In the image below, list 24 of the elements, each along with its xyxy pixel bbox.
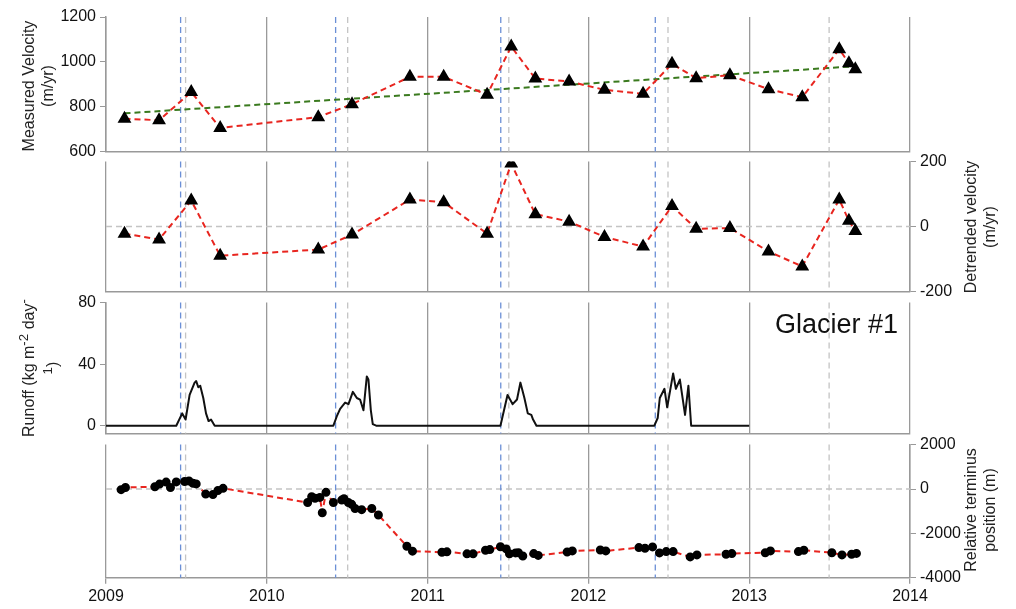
y2-tick-label: 0: [920, 479, 929, 497]
y-tick-label: 1200: [60, 7, 97, 25]
x-tick-label: 2009: [88, 586, 124, 604]
y2-tick-label: 2000: [920, 435, 956, 453]
y-tick-label: 800: [69, 97, 97, 115]
y2-axis-title: Detrended velocity (m/yr): [961, 159, 999, 295]
y-tick-label: 40: [78, 354, 97, 372]
y2-tick-label: 0: [920, 216, 929, 234]
x-tick-label: 2012: [570, 586, 607, 604]
y-tick-label: 0: [87, 416, 97, 434]
x-tick-label: 2013: [731, 586, 768, 604]
x-tick-label: 2011: [410, 586, 445, 604]
y2-tick-label: -4000: [920, 568, 962, 586]
y-tick-label: 80: [78, 293, 97, 311]
y-axis-title: Measured Velocity (m/yr): [19, 19, 57, 154]
y2-tick-label: -2000: [920, 523, 962, 541]
y-tick-label: 600: [69, 141, 97, 159]
y2-tick-label: -200: [920, 281, 953, 299]
annotation: Glacier #1: [774, 309, 898, 340]
x-tick-label: 2014: [892, 586, 928, 604]
x-tick-label: 2010: [249, 586, 285, 604]
y2-axis-title: Relative terminus position (m): [961, 446, 999, 574]
y-tick-label: 1000: [60, 52, 97, 70]
y2-tick-label: 200: [920, 152, 947, 170]
